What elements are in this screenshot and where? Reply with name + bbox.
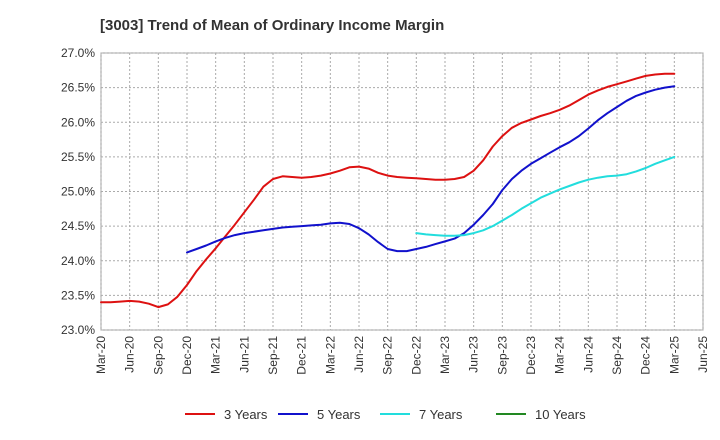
x-tick-label: Mar-23 (438, 336, 452, 374)
grid-lines (100, 52, 704, 331)
x-tick-label: Sep-23 (495, 336, 509, 375)
x-axis: Mar-20 Jun-20 Sep-20 Dec-20 Mar-21 Jun-21 Sep-… (94, 336, 710, 375)
x-tick-label: Mar-25 (667, 336, 681, 374)
chart-title: [3003] Trend of Mean of Ordinary Income … (100, 17, 444, 34)
y-tick-label: 23.0% (61, 323, 95, 337)
x-tick-label: Mar-21 (209, 336, 223, 374)
series-lines (100, 72, 676, 309)
x-tick-label: Dec-20 (180, 336, 194, 375)
legend: 3 Years 5 Years 7 Years 10 Years (185, 407, 586, 422)
y-tick-label: 25.5% (61, 150, 95, 164)
series-line-5-years (186, 85, 676, 254)
y-tick-label: 23.5% (61, 288, 95, 302)
x-tick-label: Jun-20 (123, 336, 137, 373)
legend-label: 7 Years (419, 407, 463, 422)
series-line-7-years (415, 155, 676, 237)
x-tick-label: Jun-23 (467, 336, 481, 373)
x-tick-label: Jun-21 (237, 336, 251, 373)
y-tick-label: 26.5% (61, 81, 95, 95)
y-tick-label: 24.0% (61, 254, 95, 268)
x-tick-label: Dec-22 (409, 336, 423, 375)
legend-label: 3 Years (224, 407, 268, 422)
x-tick-label: Jun-22 (352, 336, 366, 373)
legend-label: 5 Years (317, 407, 361, 422)
y-tick-label: 25.0% (61, 185, 95, 199)
x-tick-label: Jun-24 (581, 336, 595, 373)
x-tick-label: Sep-24 (610, 336, 624, 375)
x-tick-label: Sep-21 (266, 336, 280, 375)
y-tick-label: 26.0% (61, 115, 95, 129)
x-tick-label: Dec-21 (295, 336, 309, 375)
legend-label: 10 Years (535, 407, 586, 422)
x-tick-label: Sep-22 (381, 336, 395, 375)
x-tick-label: Dec-23 (524, 336, 538, 375)
y-axis: 23.0% 23.5% 24.0% 24.5% 25.0% 25.5% 26.0% 26.5%… (61, 46, 95, 337)
x-tick-label: Mar-22 (323, 336, 337, 374)
y-tick-label: 27.0% (61, 46, 95, 60)
x-tick-label: Sep-20 (151, 336, 165, 375)
x-tick-label: Dec-24 (639, 336, 653, 375)
series-line-3-years (100, 72, 676, 309)
x-tick-label: Jun-25 (696, 336, 710, 373)
x-tick-label: Mar-24 (553, 336, 567, 374)
y-tick-label: 24.5% (61, 219, 95, 233)
x-tick-label: Mar-20 (94, 336, 108, 374)
